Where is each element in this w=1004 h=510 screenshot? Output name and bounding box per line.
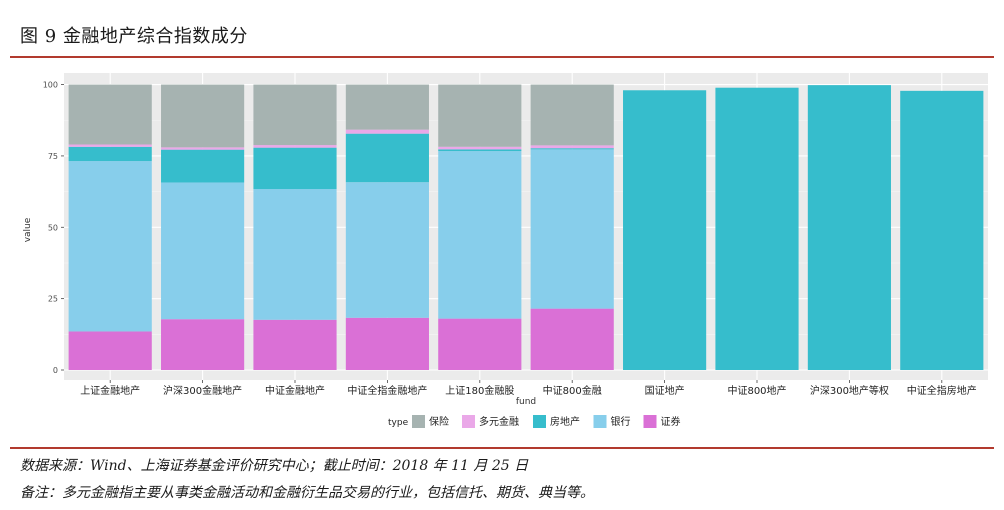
- bar-segment: 沪深300金融地产 银行: 47.9: [161, 182, 245, 320]
- bar-segment: 中证金融地产 银行: 45.8: [253, 189, 337, 320]
- source-note: 数据来源：Wind、上海证券基金评价研究中心；截止时间：2018 年 11 月 …: [20, 458, 529, 474]
- y-axis: 0 25 50 75 100: [43, 81, 64, 375]
- legend-label: 银行: [611, 415, 631, 428]
- x-tick-label: 国证地产: [645, 384, 685, 397]
- bar-segment: 中证800金融 银行: 55.8: [530, 149, 614, 309]
- bar-segment: 上证金融地产 多元金融: 0.8: [68, 144, 152, 147]
- x-tick-label: 中证全指房地产: [907, 384, 977, 397]
- bar-segment: 上证金融地产 保险: 21: [68, 84, 152, 145]
- bar-segment: 中证全指金融地产 多元金融: 1.4: [345, 129, 429, 134]
- bar-segment: 上证180金融股 保险: 21.8: [438, 84, 522, 147]
- y-axis-label: value: [23, 217, 33, 242]
- figure-title: 图 9 金融地产综合指数成分: [20, 26, 248, 47]
- bar-segment: 中证800金融 证券: 21.5: [530, 308, 614, 370]
- bar-segment: 上证180金融股 房地产: 0.6: [438, 149, 522, 152]
- x-tick-label: 中证800金融: [543, 384, 602, 397]
- legend-label: 房地产: [550, 415, 580, 428]
- legend-label: 保险: [429, 415, 449, 428]
- bar-segment: 上证180金融股 证券: 18: [438, 318, 522, 370]
- y-tick-label: 0: [53, 366, 58, 375]
- bar-segment: 中证全指金融地产 房地产: 17: [345, 133, 429, 183]
- bar-segment: 上证金融地产 证券: 13.5: [68, 331, 152, 370]
- bar-segment: 中证800金融 保险: 21.3: [530, 84, 614, 146]
- bar-segment: 沪深300地产等权 房地产: 99.8: [807, 85, 891, 371]
- bar-segment: 中证800金融 房地产: 0.4: [530, 148, 614, 150]
- x-tick-label: 沪深300地产等权: [810, 384, 889, 397]
- legend-swatch: [412, 415, 425, 428]
- bar-segment: 中证全指房地产 房地产: 97.8: [900, 90, 984, 371]
- bar-segment: 沪深300金融地产 保险: 22: [161, 84, 245, 148]
- x-tick-label: 中证金融地产: [265, 384, 325, 397]
- bar-segment: 沪深300金融地产 证券: 17.8: [161, 319, 245, 370]
- bar-segment: 中证800地产 房地产: 98.9: [715, 87, 799, 370]
- y-tick-label: 100: [43, 81, 58, 90]
- y-tick-label: 25: [48, 295, 58, 304]
- footer-divider: [10, 447, 994, 449]
- bar-segment: 中证800金融 多元金融: 1: [530, 145, 614, 149]
- x-tick-label: 中证全指金融地产: [347, 384, 427, 397]
- y-tick-label: 75: [48, 152, 58, 161]
- bar-segment: 中证全指金融地产 证券: 18.3: [345, 317, 429, 370]
- bar-segment: 上证180金融股 多元金融: 0.9: [438, 146, 522, 150]
- legend-title: type: [388, 418, 409, 428]
- legend-swatch: [462, 415, 475, 428]
- bar-segment: 中证全指金融地产 保险: 15.8: [345, 84, 429, 130]
- legend-label: 证券: [661, 415, 681, 428]
- x-tick-label: 沪深300金融地产: [163, 384, 242, 397]
- bar-segment: 中证全指金融地产 银行: 47.5: [345, 182, 429, 318]
- bar-segment: 上证金融地产 银行: 59.7: [68, 161, 152, 332]
- bar-segment: 上证180金融股 银行: 58.7: [438, 151, 522, 319]
- bar-segment: 国证地产 房地产: 98: [623, 90, 707, 370]
- legend: type 保险 多元金融 房地产 银行 证券: [388, 415, 681, 428]
- bar-segment: 中证金融地产 房地产: 14.5: [253, 147, 337, 190]
- x-tick-label: 中证800地产: [727, 384, 786, 397]
- bar-segment: 中证金融地产 证券: 17.6: [253, 319, 337, 370]
- x-tick-label: 上证180金融股: [445, 384, 514, 397]
- stacked-bar-chart: 上证金融地产 证券: 13.5上证金融地产 银行: 59.7上证金融地产 房地产…: [23, 73, 988, 428]
- x-axis-label: fund: [516, 397, 536, 407]
- bar-segment: 中证金融地产 多元金融: 0.9: [253, 145, 337, 148]
- y-tick-label: 50: [48, 223, 58, 232]
- bars: 上证金融地产 证券: 13.5上证金融地产 银行: 59.7上证金融地产 房地产…: [68, 84, 984, 371]
- x-axis: 上证金融地产 沪深300金融地产 中证金融地产 中证全指金融地产 上证180金融股 中证8…: [80, 380, 977, 397]
- title-divider: [10, 56, 994, 58]
- legend-label: 多元金融: [479, 415, 519, 428]
- remark-note: 备注：多元金融指主要从事类金融活动和金融衍生品交易的行业，包括信托、期货、典当等…: [20, 485, 594, 501]
- bar-segment: 上证金融地产 房地产: 5: [68, 146, 152, 162]
- bar-segment: 沪深300金融地产 多元金融: 0.8: [161, 147, 245, 150]
- legend-swatch: [593, 415, 607, 428]
- legend-swatch: [533, 415, 546, 428]
- legend-swatch: [643, 415, 657, 428]
- x-tick-label: 上证金融地产: [80, 384, 140, 397]
- bar-segment: 中证金融地产 保险: 21.2: [253, 84, 337, 146]
- bar-segment: 沪深300金融地产 房地产: 11.5: [161, 149, 245, 183]
